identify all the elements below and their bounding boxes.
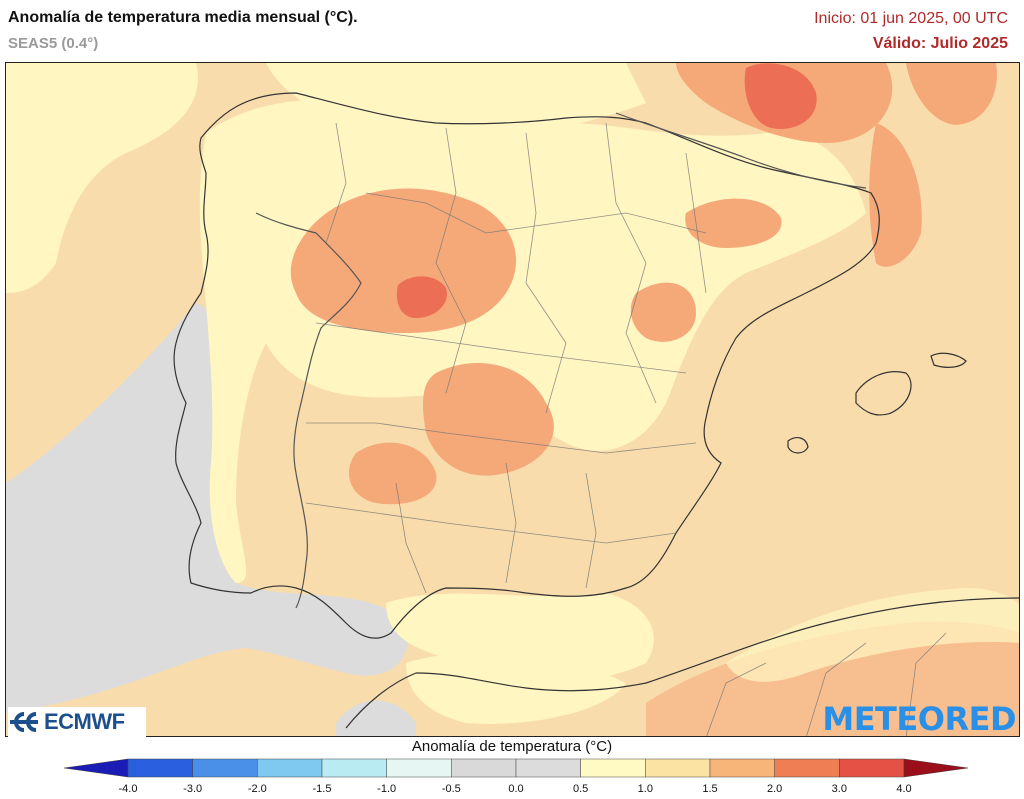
colorbar-segment	[192, 758, 258, 778]
meteored-logo: METEORED	[822, 700, 1016, 738]
colorbar-segment	[127, 758, 193, 778]
colorbar-tick-label: -1.0	[377, 783, 397, 795]
legend-title: Anomalía de temperatura (°C)	[411, 738, 613, 755]
region-anom-0-05	[336, 700, 416, 736]
colorbar-tick-label: 1.5	[702, 783, 718, 795]
colorbar-tick-label: -1.5	[312, 783, 332, 795]
region-anom-2-3	[744, 63, 817, 129]
region-anom-05-1	[386, 593, 654, 682]
province-borders	[305, 122, 707, 594]
balearic-islands	[787, 352, 967, 454]
region-anom-15-2	[423, 363, 554, 476]
anomaly-map[interactable]	[5, 62, 1020, 737]
colorbar-segment	[774, 758, 840, 778]
region-anom-0-05	[6, 303, 408, 713]
colorbar-tick-label: 3.0	[831, 783, 847, 795]
colorbar-tick-label: -0.5	[441, 783, 461, 795]
coastline-iberia	[173, 92, 880, 639]
valid-period: Válido: Julio 2025	[872, 35, 1008, 52]
region-anom-15-2	[869, 123, 922, 267]
colorbar-segment	[645, 758, 711, 778]
region-anom-15-2	[290, 188, 516, 333]
region-anom-05-1	[726, 588, 1019, 682]
region-anom-2-3	[396, 276, 447, 318]
colorbar-tick-label: 0.5	[573, 783, 589, 795]
init-date: Inicio: 01 jun 2025, 00 UTC	[814, 10, 1008, 27]
color-scale-bar	[64, 758, 968, 778]
ecmwf-logo: ECMWF	[8, 707, 146, 737]
region-anom-05-1	[6, 63, 198, 293]
map-title: Anomalía de temperatura media mensual (°…	[8, 9, 358, 26]
colorbar-tick-label: 1.0	[637, 783, 653, 795]
colorbar-arrow-low	[64, 758, 129, 778]
colorbar-tick-label: -4.0	[118, 783, 138, 795]
colorbar-segment	[839, 758, 905, 778]
colorbar-segment	[451, 758, 517, 778]
region-anom-15-2	[646, 621, 1019, 736]
model-subtitle: SEAS5 (0.4°)	[8, 35, 99, 52]
region-anom-15-2	[348, 442, 437, 505]
colorbar-tick-label: -3.0	[183, 783, 203, 795]
colorbar-segment	[709, 758, 775, 778]
colorbar-segment	[386, 758, 452, 778]
border-france	[615, 112, 867, 189]
colorbar-arrow-high	[903, 758, 968, 778]
colorbar-segment	[515, 758, 581, 778]
africa-borders	[706, 632, 947, 736]
border-portugal	[255, 212, 362, 609]
coastline-africa	[345, 597, 1019, 729]
colorbar-tick-label: -2.0	[247, 783, 267, 795]
colorbar-tick-label: 0.0	[508, 783, 524, 795]
colorbar-tick-label: 2.0	[767, 783, 783, 795]
colorbar-segment	[257, 758, 323, 778]
region-anom-05-1	[406, 652, 626, 724]
map-canvas	[6, 63, 1019, 736]
ecmwf-logo-text: ECMWF	[44, 709, 125, 734]
colorbar-segment	[321, 758, 387, 778]
colorbar-tick-label: 4.0	[896, 783, 912, 795]
colorbar-segment	[580, 758, 646, 778]
region-anom-15-2	[630, 282, 696, 342]
region-anom-15-2	[906, 63, 997, 125]
region-anom-15-2	[685, 198, 782, 248]
ecmwf-icon	[10, 712, 38, 732]
